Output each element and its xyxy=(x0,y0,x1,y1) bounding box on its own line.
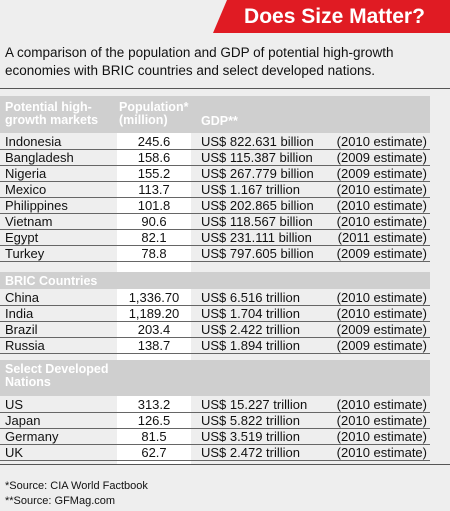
country-cell: UK xyxy=(5,445,24,460)
table-row: Vietnam 90.6 US$ 118.567 billion (2010 esti… xyxy=(0,214,430,230)
estimate-cell: (2009 estimate) xyxy=(336,322,427,337)
section-label: Select Developed Nations xyxy=(5,362,109,389)
table-row: Brazil 203.4 US$ 2.422 trillion (2009 estim… xyxy=(0,322,430,338)
population-cell: 113.7 xyxy=(138,182,170,197)
table-row: Nigeria 155.2 US$ 267.779 billion (2009 est… xyxy=(0,166,430,182)
gdp-cell: US$ 797.605 billion xyxy=(201,246,314,261)
country-cell: Egypt xyxy=(5,230,39,245)
intro-text: A comparison of the population and GDP o… xyxy=(5,45,394,78)
population-cell: 1,336.70 xyxy=(128,290,180,305)
table-row: Mexico 113.7 US$ 1.167 trillion (2010 estim… xyxy=(0,182,430,198)
gdp-cell: US$ 2.422 trillion xyxy=(201,322,300,337)
table-row: Philippines 101.8 US$ 202.865 billion (2010… xyxy=(0,198,430,214)
table-row: Russia 138.7 US$ 1.894 trillion (2009 estim… xyxy=(0,338,430,354)
estimate-cell: (2009 estimate) xyxy=(336,150,427,165)
header-population: Population* (million) xyxy=(119,100,189,127)
table-row: Turkey 78.8 US$ 797.605 billion (2009 estim… xyxy=(0,246,430,262)
population-cell: 245.6 xyxy=(137,134,171,149)
population-cell: 78.8 xyxy=(141,246,167,261)
country-cell: US xyxy=(5,397,24,412)
population-cell: 81.5 xyxy=(141,429,167,444)
country-cell: Japan xyxy=(5,413,41,428)
gdp-cell: US$ 1.167 trillion xyxy=(201,182,300,197)
table-row: Bangladesh 158.6 US$ 115.387 billion (2009 … xyxy=(0,150,430,166)
gdp-cell: US$ 267.779 billion xyxy=(201,166,314,181)
country-cell: Brazil xyxy=(5,322,38,337)
table-row: Indonesia 245.6 US$ 822.631 billion (2010 e… xyxy=(0,134,430,150)
population-cell: 126.5 xyxy=(137,413,171,428)
table-header: Potential high-growth markets Population… xyxy=(0,96,430,133)
title-banner: Does Size Matter? xyxy=(213,0,450,33)
gdp-cell: US$ 1.894 trillion xyxy=(201,338,300,353)
population-cell: 82.1 xyxy=(141,230,167,245)
bottom-rule xyxy=(0,464,450,465)
population-cell: 1,189.20 xyxy=(128,306,180,321)
gdp-cell: US$ 202.865 billion xyxy=(201,198,314,213)
estimate-cell: (2010 estimate) xyxy=(336,134,427,149)
country-cell: Vietnam xyxy=(5,214,53,229)
table-row: Japan 126.5 US$ 5.822 trillion (2010 estima… xyxy=(0,413,430,429)
country-cell: Turkey xyxy=(5,246,45,261)
gdp-cell: US$ 5.822 trillion xyxy=(201,413,300,428)
estimate-cell: (2010 estimate) xyxy=(336,306,427,321)
estimate-cell: (2010 estimate) xyxy=(336,429,427,444)
header-markets: Potential high-growth markets xyxy=(5,100,99,127)
source-cia: *Source: CIA World Factbook xyxy=(5,480,148,492)
population-cell: 203.4 xyxy=(137,322,171,337)
page-title: Does Size Matter? xyxy=(244,4,425,28)
population-cell: 313.2 xyxy=(137,397,171,412)
country-cell: Nigeria xyxy=(5,166,47,181)
estimate-cell: (2010 estimate) xyxy=(336,182,427,197)
country-cell: Bangladesh xyxy=(5,150,74,165)
gdp-cell: US$ 231.111 billion xyxy=(201,230,312,245)
gdp-cell: US$ 3.519 trillion xyxy=(201,429,300,444)
gdp-cell: US$ 822.631 billion xyxy=(201,134,314,149)
table-row: US 313.2 US$ 15.227 trillion (2010 estimate… xyxy=(0,397,430,413)
gdp-cell: US$ 15.227 trillion xyxy=(201,397,308,412)
table-row: Egypt 82.1 US$ 231.111 billion (2011 estima… xyxy=(0,230,430,246)
country-cell: Mexico xyxy=(5,182,47,197)
estimate-cell: (2010 estimate) xyxy=(336,397,427,412)
header-gdp: GDP** xyxy=(201,114,238,128)
country-cell: China xyxy=(5,290,39,305)
country-cell: Russia xyxy=(5,338,45,353)
population-cell: 101.8 xyxy=(137,198,171,213)
population-cell: 138.7 xyxy=(137,338,171,353)
estimate-cell: (2011 estimate) xyxy=(337,230,427,245)
section-label: BRIC Countries xyxy=(5,274,98,288)
country-cell: Philippines xyxy=(5,198,68,213)
gdp-cell: US$ 118.567 billion xyxy=(201,214,313,229)
estimate-cell: (2009 estimate) xyxy=(336,246,427,261)
estimate-cell: (2009 estimate) xyxy=(336,166,427,181)
country-cell: Indonesia xyxy=(5,134,62,149)
gdp-cell: US$ 6.516 trillion xyxy=(201,290,300,305)
section-header: BRIC Countries xyxy=(0,272,430,289)
table-row: India 1,189.20 US$ 1.704 trillion (2010 est… xyxy=(0,306,430,322)
estimate-cell: (2010 estimate) xyxy=(336,198,427,213)
country-cell: India xyxy=(5,306,34,321)
source-gfmag: **Source: GFMag.com xyxy=(5,495,116,507)
population-cell: 62.7 xyxy=(141,445,167,460)
estimate-cell: (2010 estimate) xyxy=(336,290,427,305)
gdp-cell: US$ 1.704 trillion xyxy=(201,306,300,321)
gdp-cell: US$ 2.472 trillion xyxy=(201,445,300,460)
country-cell: Germany xyxy=(5,429,59,444)
estimate-cell: (2010 estimate) xyxy=(336,214,427,229)
top-rule xyxy=(0,88,450,89)
gdp-cell: US$ 115.387 billion xyxy=(201,150,313,165)
estimate-cell: (2010 estimate) xyxy=(336,445,427,460)
table-row: Germany 81.5 US$ 3.519 trillion (2010 estim… xyxy=(0,429,430,445)
population-cell: 155.2 xyxy=(137,166,171,181)
population-cell: 158.6 xyxy=(137,150,171,165)
table-row: China 1,336.70 US$ 6.516 trillion (2010 est… xyxy=(0,290,430,306)
section-header: Select Developed Nations xyxy=(0,360,430,396)
table-row: UK 62.7 US$ 2.472 trillion (2010 estimate) xyxy=(0,445,430,461)
estimate-cell: (2010 estimate) xyxy=(336,413,427,428)
estimate-cell: (2009 estimate) xyxy=(336,338,427,353)
population-cell: 90.6 xyxy=(141,214,167,229)
